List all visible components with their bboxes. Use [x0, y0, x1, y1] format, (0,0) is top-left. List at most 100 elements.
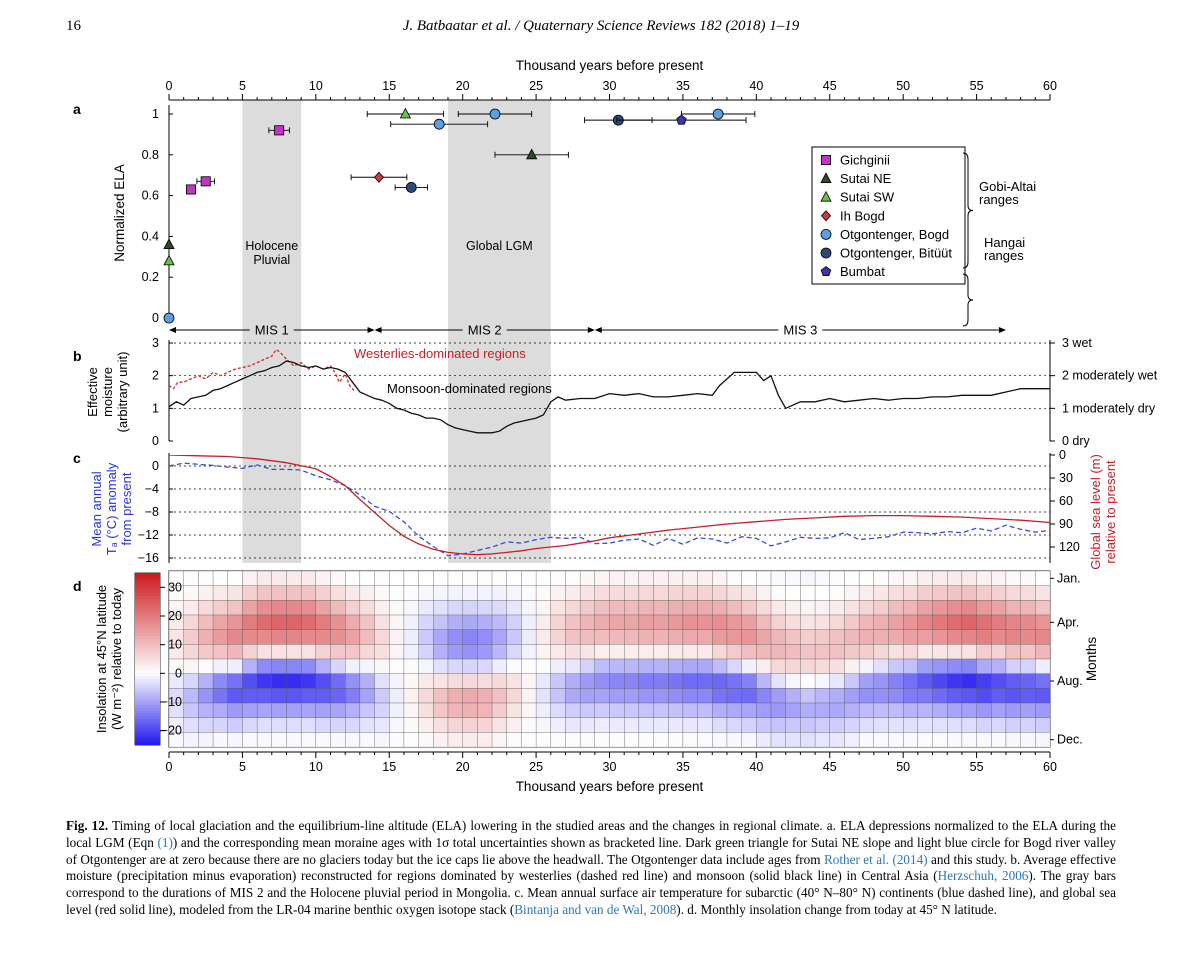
panel-letter-c: c — [73, 450, 81, 466]
heatmap-cell — [947, 570, 963, 586]
heatmap-cell — [550, 673, 566, 689]
heatmap-cell — [638, 717, 654, 733]
bottom-x-tick-label: 50 — [896, 760, 910, 774]
panel-c-right-axis-title: relative to present — [1103, 460, 1118, 564]
heatmap-cell — [902, 673, 919, 689]
heatmap-cell — [256, 702, 273, 718]
heatmap-cell — [212, 702, 229, 718]
heatmap-cell — [653, 732, 669, 748]
heatmap-cell — [873, 732, 889, 748]
heatmap-cell — [286, 658, 302, 674]
heatmap-cell — [653, 629, 669, 645]
heatmap-cell — [609, 673, 625, 689]
heatmap-cell — [712, 717, 728, 733]
heatmap-cell — [506, 614, 522, 630]
point-gichginii — [186, 184, 197, 195]
panel-a-y-axis-title: Normalized ELA — [112, 164, 127, 262]
heatmap-cell — [873, 585, 889, 601]
heatmap-cell — [917, 673, 933, 689]
heatmap-cell — [345, 688, 361, 704]
heatmap-cell — [697, 732, 713, 748]
heatmap-cell — [917, 614, 933, 630]
heatmap-cell — [183, 614, 199, 630]
heatmap-cell — [1005, 702, 1021, 718]
heatmap-cell — [844, 658, 860, 674]
heatmap-cell — [991, 688, 1007, 704]
heatmap-cell — [521, 570, 537, 586]
heatmap-cell — [535, 570, 552, 586]
heatmap-cell — [462, 717, 478, 733]
heatmap-cell — [550, 644, 566, 660]
heatmap-cell — [932, 717, 948, 733]
heatmap-cell — [462, 644, 478, 660]
journal-reference: J. Batbaatar et al. / Quaternary Science… — [402, 18, 800, 34]
heatmap-cell — [976, 732, 992, 748]
bottom-x-tick-label: 60 — [1043, 760, 1057, 774]
heatmap-cell — [550, 570, 566, 586]
top-x-tick-label: 25 — [529, 79, 543, 93]
heatmap-cell — [844, 629, 860, 645]
heatmap-cell — [579, 644, 596, 660]
heatmap-cell — [374, 570, 390, 586]
heatmap-cell — [477, 600, 493, 616]
heatmap-cell — [433, 673, 449, 689]
heatmap-cell — [242, 585, 258, 601]
heatmap-cell — [477, 585, 493, 601]
caption-link[interactable]: Bintanja and van de Wal, 2008 — [514, 901, 677, 917]
heatmap-cell — [638, 673, 654, 689]
colorbar-step — [135, 647, 160, 651]
caption-link[interactable]: (1) — [157, 834, 173, 850]
heatmap-cell — [1020, 585, 1036, 601]
top-x-axis-title: Thousand years before present — [516, 58, 704, 73]
heatmap-cell — [183, 585, 199, 601]
point-sutai-sw — [163, 254, 175, 266]
heatmap-cell — [359, 570, 375, 586]
heatmap-cell — [829, 585, 845, 601]
heatmap-cell — [873, 614, 889, 630]
heatmap-cell — [1035, 614, 1051, 630]
panel-letter-b: b — [73, 348, 82, 364]
colorbar-step — [135, 604, 160, 608]
heatmap-cell — [286, 585, 302, 601]
colorbar-step — [135, 687, 160, 691]
heatmap-cell — [242, 702, 258, 718]
bottom-x-tick-label: 40 — [749, 760, 763, 774]
heatmap-cell — [1020, 629, 1036, 645]
heatmap-cell — [491, 717, 507, 733]
heatmap-cell — [535, 702, 552, 718]
heatmap-cell — [183, 570, 199, 586]
heatmap-cell — [183, 629, 199, 645]
heatmap-cell — [374, 644, 390, 660]
heatmap-cell — [403, 688, 419, 704]
top-x-tick-label: 45 — [823, 79, 837, 93]
colorbar-step — [135, 616, 160, 620]
heatmap-cell — [814, 600, 831, 616]
heatmap-cell — [991, 702, 1007, 718]
colorbar-tick-label: 0 — [175, 666, 182, 680]
heatmap-cell — [345, 673, 361, 689]
caption-link[interactable]: Herzschuh, 2006 — [937, 868, 1029, 884]
heatmap-cell — [433, 570, 449, 586]
heatmap-cell — [359, 688, 375, 704]
heatmap-cell — [653, 585, 669, 601]
months-axis-title: Months — [1084, 637, 1099, 682]
heatmap-cell — [271, 570, 287, 586]
heatmap-cell — [873, 629, 889, 645]
heatmap-cell — [433, 702, 449, 718]
heatmap-cell — [991, 658, 1007, 674]
caption-link[interactable]: Rother et al. (2014) — [823, 851, 928, 867]
colorbar-step — [135, 613, 160, 617]
westerlies-label: Westerlies-dominated regions — [354, 346, 526, 361]
heatmap-cell — [374, 732, 390, 748]
heatmap-cell — [653, 702, 669, 718]
heatmap-cell — [374, 688, 390, 704]
colorbar-step — [135, 724, 160, 729]
heatmap-cell — [550, 688, 566, 704]
heatmap-cell — [403, 600, 419, 616]
heatmap-cell — [227, 732, 243, 748]
heatmap-cell — [682, 717, 698, 733]
heatmap-cell — [697, 629, 713, 645]
heatmap-cell — [902, 732, 919, 748]
panel-d-y-axis-title: Insolation at 45°N latitude — [94, 585, 109, 733]
heatmap-cell — [227, 658, 243, 674]
